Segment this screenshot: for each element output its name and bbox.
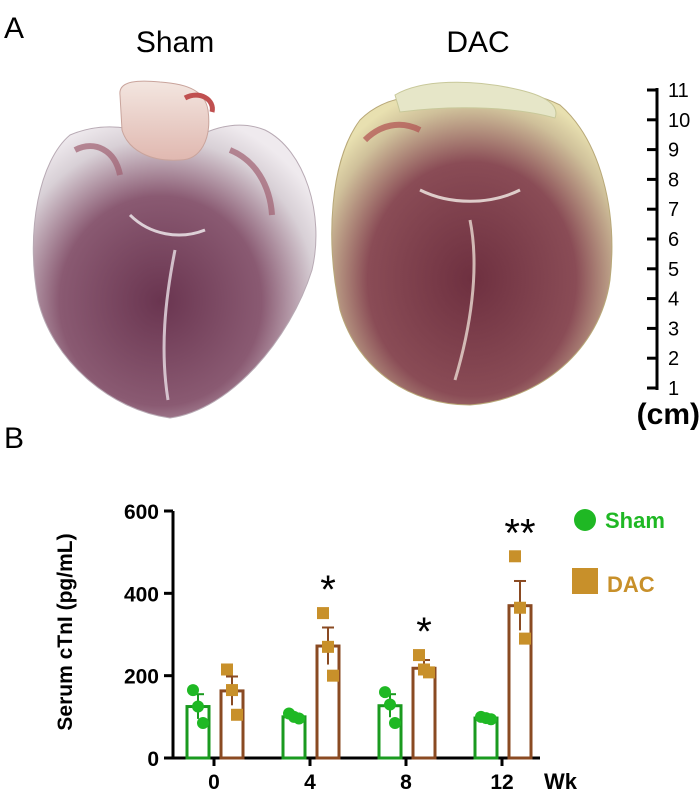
data-point-dac	[413, 649, 425, 662]
sham-heart-title: Sham	[136, 26, 214, 59]
x-tick-label: 8	[400, 771, 412, 794]
ruler-tick-label: 6	[668, 229, 679, 251]
y-tick-label: 200	[124, 666, 159, 689]
data-point-dac	[327, 669, 339, 682]
dac-heart-image	[331, 81, 613, 406]
ruler-tick-label: 4	[668, 289, 679, 311]
ruler-tick-label: 5	[668, 259, 679, 281]
data-point-sham	[197, 717, 209, 730]
ruler-tick-label: 3	[668, 318, 679, 340]
significance-marker: **	[504, 511, 535, 555]
data-point-dac	[509, 550, 521, 563]
panel-a-label: A	[4, 12, 24, 45]
ruler-tick-label: 2	[668, 348, 679, 370]
data-point-sham	[187, 684, 199, 697]
ruler-tick-label: 10	[668, 110, 690, 132]
x-tick-label: 4	[304, 771, 316, 794]
ruler-unit-label: (cm)	[637, 398, 700, 431]
x-tick-label: 0	[208, 771, 220, 794]
sham-heart-image	[32, 80, 317, 419]
significance-marker: *	[320, 568, 336, 612]
panel-b-label: B	[4, 422, 24, 455]
data-point-sham	[389, 717, 401, 730]
y-tick-label: 0	[147, 748, 159, 771]
data-point-sham	[485, 713, 497, 726]
data-point-dac	[317, 607, 329, 620]
data-point-dac	[322, 640, 334, 653]
data-point-dac	[514, 601, 526, 614]
data-point-dac	[519, 632, 531, 645]
data-point-sham	[384, 698, 396, 711]
ruler-tick-label: 11	[668, 80, 689, 102]
ruler-tick-label: 1	[668, 378, 679, 400]
y-axis-label: Serum cTnI (pg/mL)	[54, 533, 77, 730]
chart-legend: Sham DAC	[572, 508, 665, 597]
cm-ruler: 11 10 9 8 7 6 5 4 3 2 1	[647, 80, 690, 400]
ruler-tick-label: 8	[668, 169, 679, 191]
bar-dac	[411, 666, 437, 760]
data-point-dac	[221, 663, 233, 676]
data-point-dac	[231, 708, 243, 721]
legend-sham-marker	[574, 509, 596, 531]
legend-dac-label: DAC	[607, 572, 655, 597]
legend-sham-label: Sham	[605, 508, 665, 533]
x-tick-label: 12	[490, 771, 513, 794]
y-tick-label: 400	[124, 583, 159, 606]
dac-heart-title: DAC	[446, 26, 509, 59]
ruler-tick-label: 9	[668, 140, 679, 162]
data-point-sham	[379, 686, 391, 699]
data-point-sham	[293, 712, 305, 725]
significance-marker: *	[416, 610, 432, 654]
y-tick-label: 600	[124, 501, 159, 524]
data-point-dac	[226, 684, 238, 697]
x-unit-label: Wk	[544, 769, 578, 794]
legend-dac-marker	[572, 568, 598, 594]
ruler-tick-label: 7	[668, 199, 679, 221]
data-point-dac	[423, 666, 435, 679]
data-point-sham	[192, 700, 204, 713]
